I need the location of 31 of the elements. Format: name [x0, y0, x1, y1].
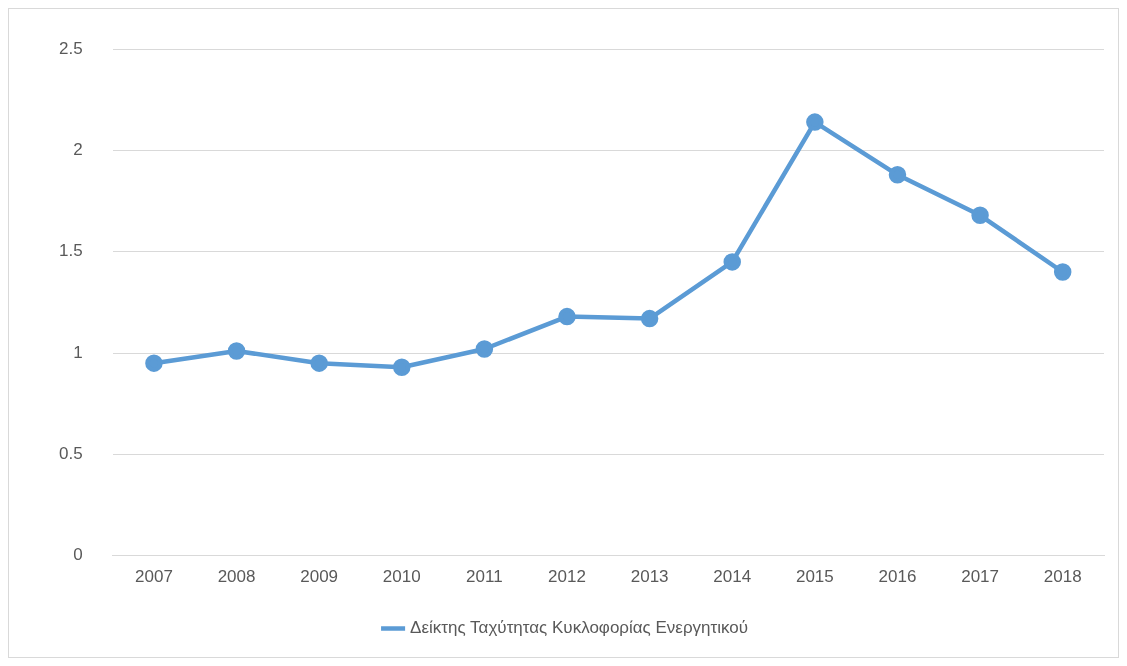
x-tick-label: 2007 [135, 567, 173, 587]
point [640, 309, 659, 328]
x-tick-label: 2011 [466, 567, 503, 587]
x-tick-label: 2015 [795, 567, 834, 587]
point [1053, 263, 1072, 281]
x-tick-label: 2012 [548, 567, 586, 587]
point [723, 253, 741, 271]
y-tick-label: 0.5 [58, 444, 83, 464]
point [971, 206, 989, 225]
point [227, 342, 246, 360]
y-tick-label: 0 [73, 545, 83, 565]
legend-label: Δείκτης Ταχύτητας Κυκλοφορίας Ενεργητικού [410, 618, 749, 638]
y-tick-label: 1.5 [58, 241, 83, 261]
point [806, 113, 824, 131]
x-tick-label: 2008 [217, 567, 256, 587]
point [310, 354, 328, 372]
y-tick-label: 2.5 [58, 38, 83, 58]
x-tick-label: 2016 [878, 567, 917, 587]
x-tick-label: 2017 [961, 567, 999, 587]
x-tick-label: 2014 [713, 567, 752, 587]
y-tick-label: 1 [73, 342, 83, 362]
point [558, 307, 576, 326]
x-tick-label: 2010 [382, 567, 421, 587]
x-tick-label: 2009 [300, 567, 339, 587]
y-tick-label: 2 [73, 140, 83, 160]
x-tick-label: 2013 [630, 567, 669, 587]
point [888, 166, 907, 184]
point [145, 354, 163, 372]
point [393, 358, 411, 376]
point [475, 340, 494, 358]
x-tick-label: 2018 [1043, 567, 1082, 587]
